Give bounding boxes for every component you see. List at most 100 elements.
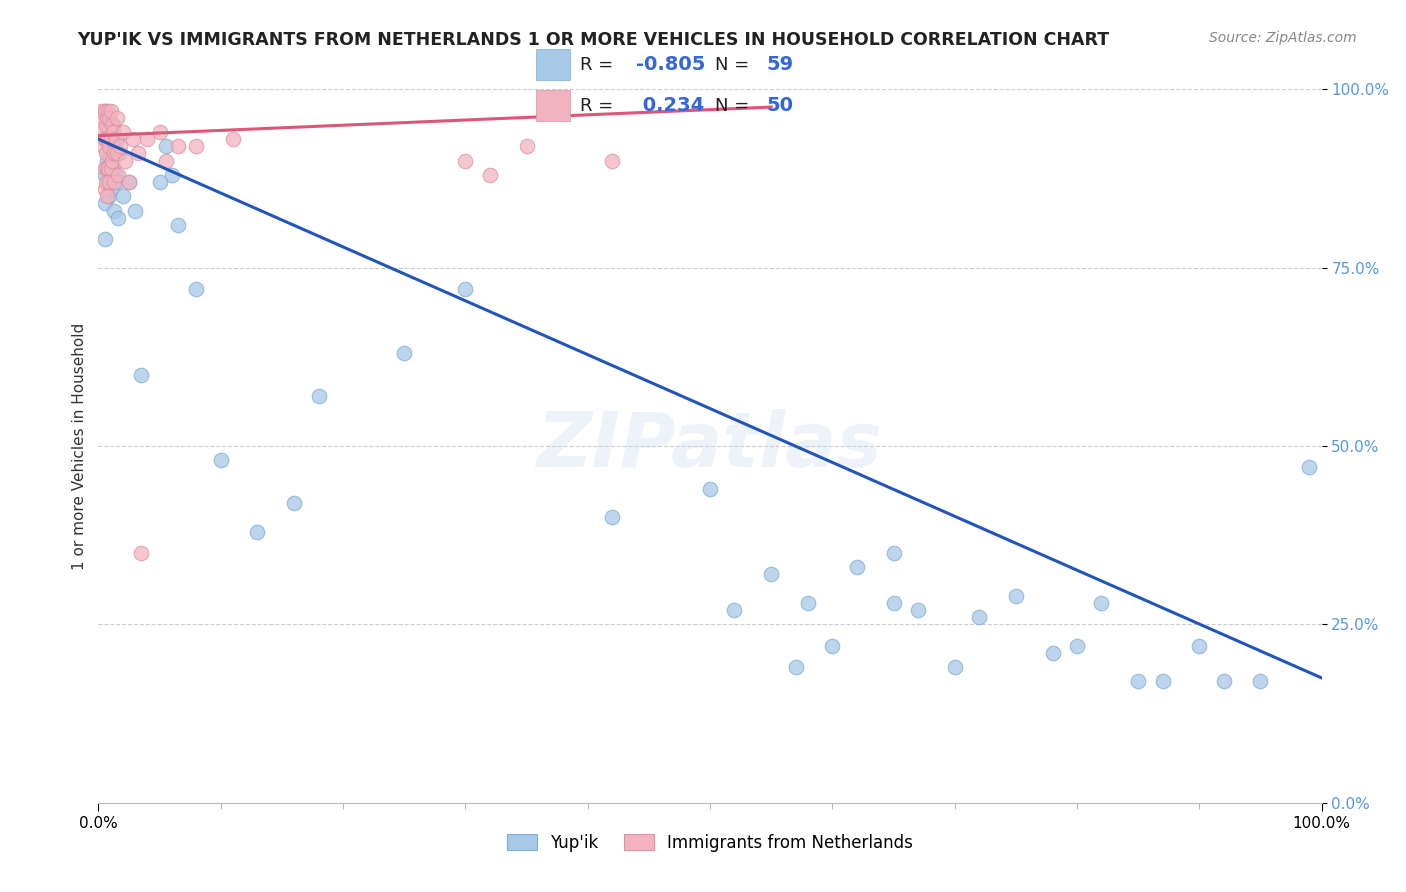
Point	[93, 182, 115, 196]
Point	[797, 596, 820, 610]
Point	[110, 139, 132, 153]
Point	[101, 118, 124, 132]
Text: 50: 50	[766, 96, 793, 115]
Point	[93, 168, 115, 182]
Point	[111, 125, 134, 139]
Point	[907, 603, 929, 617]
Point	[129, 546, 152, 560]
Point	[101, 153, 124, 168]
Point	[515, 139, 537, 153]
Point	[167, 218, 190, 232]
Point	[100, 182, 122, 196]
Point	[105, 146, 128, 161]
Text: R =: R =	[581, 96, 619, 115]
Point	[600, 153, 623, 168]
Point	[98, 175, 121, 189]
Point	[93, 232, 115, 246]
Text: N =: N =	[714, 96, 755, 115]
Text: R =: R =	[581, 55, 619, 74]
Point	[98, 139, 121, 153]
Point	[967, 610, 990, 624]
Point	[94, 118, 117, 132]
Point	[105, 175, 128, 189]
Point	[97, 132, 120, 146]
Text: 0.234: 0.234	[636, 96, 704, 115]
Point	[883, 546, 905, 560]
Point	[155, 153, 177, 168]
Point	[883, 596, 905, 610]
Text: N =: N =	[714, 55, 755, 74]
Text: 59: 59	[766, 55, 793, 74]
Point	[1090, 596, 1112, 610]
Point	[91, 111, 114, 125]
Point	[96, 153, 118, 168]
Point	[136, 132, 159, 146]
Point	[101, 125, 124, 139]
Point	[1249, 674, 1271, 689]
Point	[93, 132, 115, 146]
Y-axis label: 1 or more Vehicles in Household: 1 or more Vehicles in Household	[72, 322, 87, 570]
Point	[100, 103, 122, 118]
Point	[454, 282, 477, 296]
Point	[93, 132, 115, 146]
Point	[600, 510, 623, 524]
Point	[1188, 639, 1211, 653]
Point	[97, 125, 120, 139]
Point	[209, 453, 232, 467]
Point	[103, 146, 125, 161]
Point	[943, 660, 966, 674]
Point	[104, 132, 127, 146]
Point	[160, 168, 183, 182]
Point	[129, 368, 152, 382]
Bar	[536, 90, 569, 121]
Point	[105, 132, 128, 146]
Point	[1212, 674, 1234, 689]
Text: Source: ZipAtlas.com: Source: ZipAtlas.com	[1209, 31, 1357, 45]
Text: YUP'IK VS IMMIGRANTS FROM NETHERLANDS 1 OR MORE VEHICLES IN HOUSEHOLD CORRELATIO: YUP'IK VS IMMIGRANTS FROM NETHERLANDS 1 …	[77, 31, 1109, 49]
Point	[478, 168, 501, 182]
Point	[108, 146, 131, 161]
Point	[1042, 646, 1064, 660]
Point	[107, 168, 129, 182]
Point	[149, 125, 172, 139]
Point	[222, 132, 245, 146]
Point	[93, 103, 115, 118]
Point	[283, 496, 305, 510]
Point	[93, 161, 115, 175]
Point	[104, 168, 127, 182]
Point	[101, 161, 124, 175]
Point	[1152, 674, 1174, 689]
Point	[392, 346, 416, 360]
Point	[100, 139, 122, 153]
Point	[97, 161, 120, 175]
Point	[93, 103, 115, 118]
Text: -0.805: -0.805	[636, 55, 706, 74]
Text: ZIPatlas: ZIPatlas	[537, 409, 883, 483]
Point	[96, 132, 118, 146]
Point	[97, 103, 120, 118]
Legend: Yup'ik, Immigrants from Netherlands: Yup'ik, Immigrants from Netherlands	[501, 828, 920, 859]
Point	[1298, 460, 1320, 475]
Point	[103, 175, 125, 189]
Point	[91, 125, 114, 139]
Point	[454, 153, 477, 168]
Point	[821, 639, 844, 653]
Point	[1004, 589, 1026, 603]
Point	[246, 524, 269, 539]
Point	[114, 153, 136, 168]
Point	[94, 175, 117, 189]
Point	[124, 203, 146, 218]
Point	[96, 111, 118, 125]
Point	[100, 132, 122, 146]
Point	[94, 146, 117, 161]
Point	[96, 189, 118, 203]
Point	[90, 103, 112, 118]
Point	[186, 282, 208, 296]
Point	[98, 111, 121, 125]
Point	[785, 660, 807, 674]
Point	[100, 161, 122, 175]
Point	[111, 189, 134, 203]
Point	[186, 139, 208, 153]
Point	[98, 146, 121, 161]
Point	[1128, 674, 1150, 689]
